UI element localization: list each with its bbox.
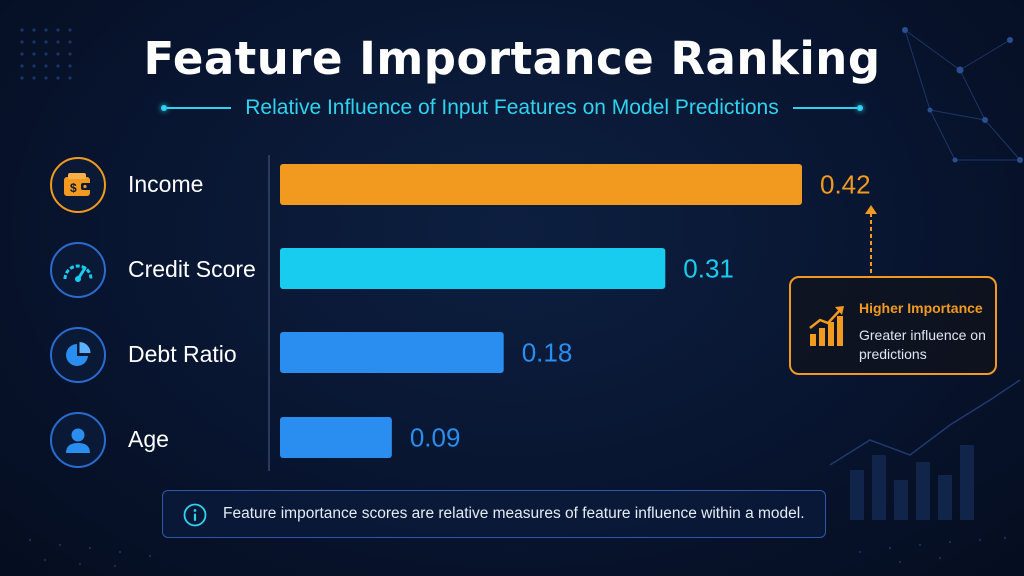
footer-note: Feature importance scores are relative m… <box>162 490 826 538</box>
wallet-dollar-icon: $ <box>50 157 106 213</box>
chart-title: Feature Importance Ranking <box>143 32 881 85</box>
person-icon <box>50 412 106 468</box>
higher-importance-callout: Higher Importance Greater influence on p… <box>789 276 997 375</box>
footer-text: Feature importance scores are relative m… <box>223 505 805 522</box>
value-label-age: 0.09 <box>410 423 461 453</box>
value-label-credit-score: 0.31 <box>683 254 734 284</box>
trend-line-bottom-right <box>829 379 1021 466</box>
feature-label-credit-score: Credit Score <box>128 256 256 282</box>
bar-silhouettes-bottom-right <box>850 445 974 520</box>
subtitle-row: Relative Influence of Input Features on … <box>0 94 1024 122</box>
subtitle-left-decoration <box>161 105 232 111</box>
chart-subtitle: Relative Influence of Input Features on … <box>245 96 779 119</box>
info-icon <box>183 503 207 527</box>
wave-dots-bottom <box>28 536 1007 568</box>
value-label-debt-ratio: 0.18 <box>522 338 573 368</box>
svg-text:$: $ <box>70 181 77 195</box>
subtitle-right-decoration <box>792 105 863 111</box>
feature-label-debt-ratio: Debt Ratio <box>128 341 237 367</box>
bar-debt-ratio <box>280 332 504 373</box>
bar-age <box>280 417 392 458</box>
bar-credit-score <box>280 248 666 289</box>
feature-label-income: Income <box>128 171 204 197</box>
axis-divider <box>268 155 270 471</box>
value-label-income: 0.42 <box>820 170 871 200</box>
feature-label-age: Age <box>128 426 169 452</box>
speedometer-icon <box>50 242 106 298</box>
bar-income <box>280 164 802 205</box>
callout-title: Higher Importance <box>859 300 983 316</box>
feature-importance-bar-chart: 0.42 0.31 0.18 0.09 <box>280 164 871 458</box>
trending-bar-chart-icon <box>809 306 844 346</box>
pie-chart-icon <box>50 327 106 383</box>
callout-description: Greater influence on predictions <box>859 327 986 362</box>
callout-arrow <box>865 205 877 278</box>
